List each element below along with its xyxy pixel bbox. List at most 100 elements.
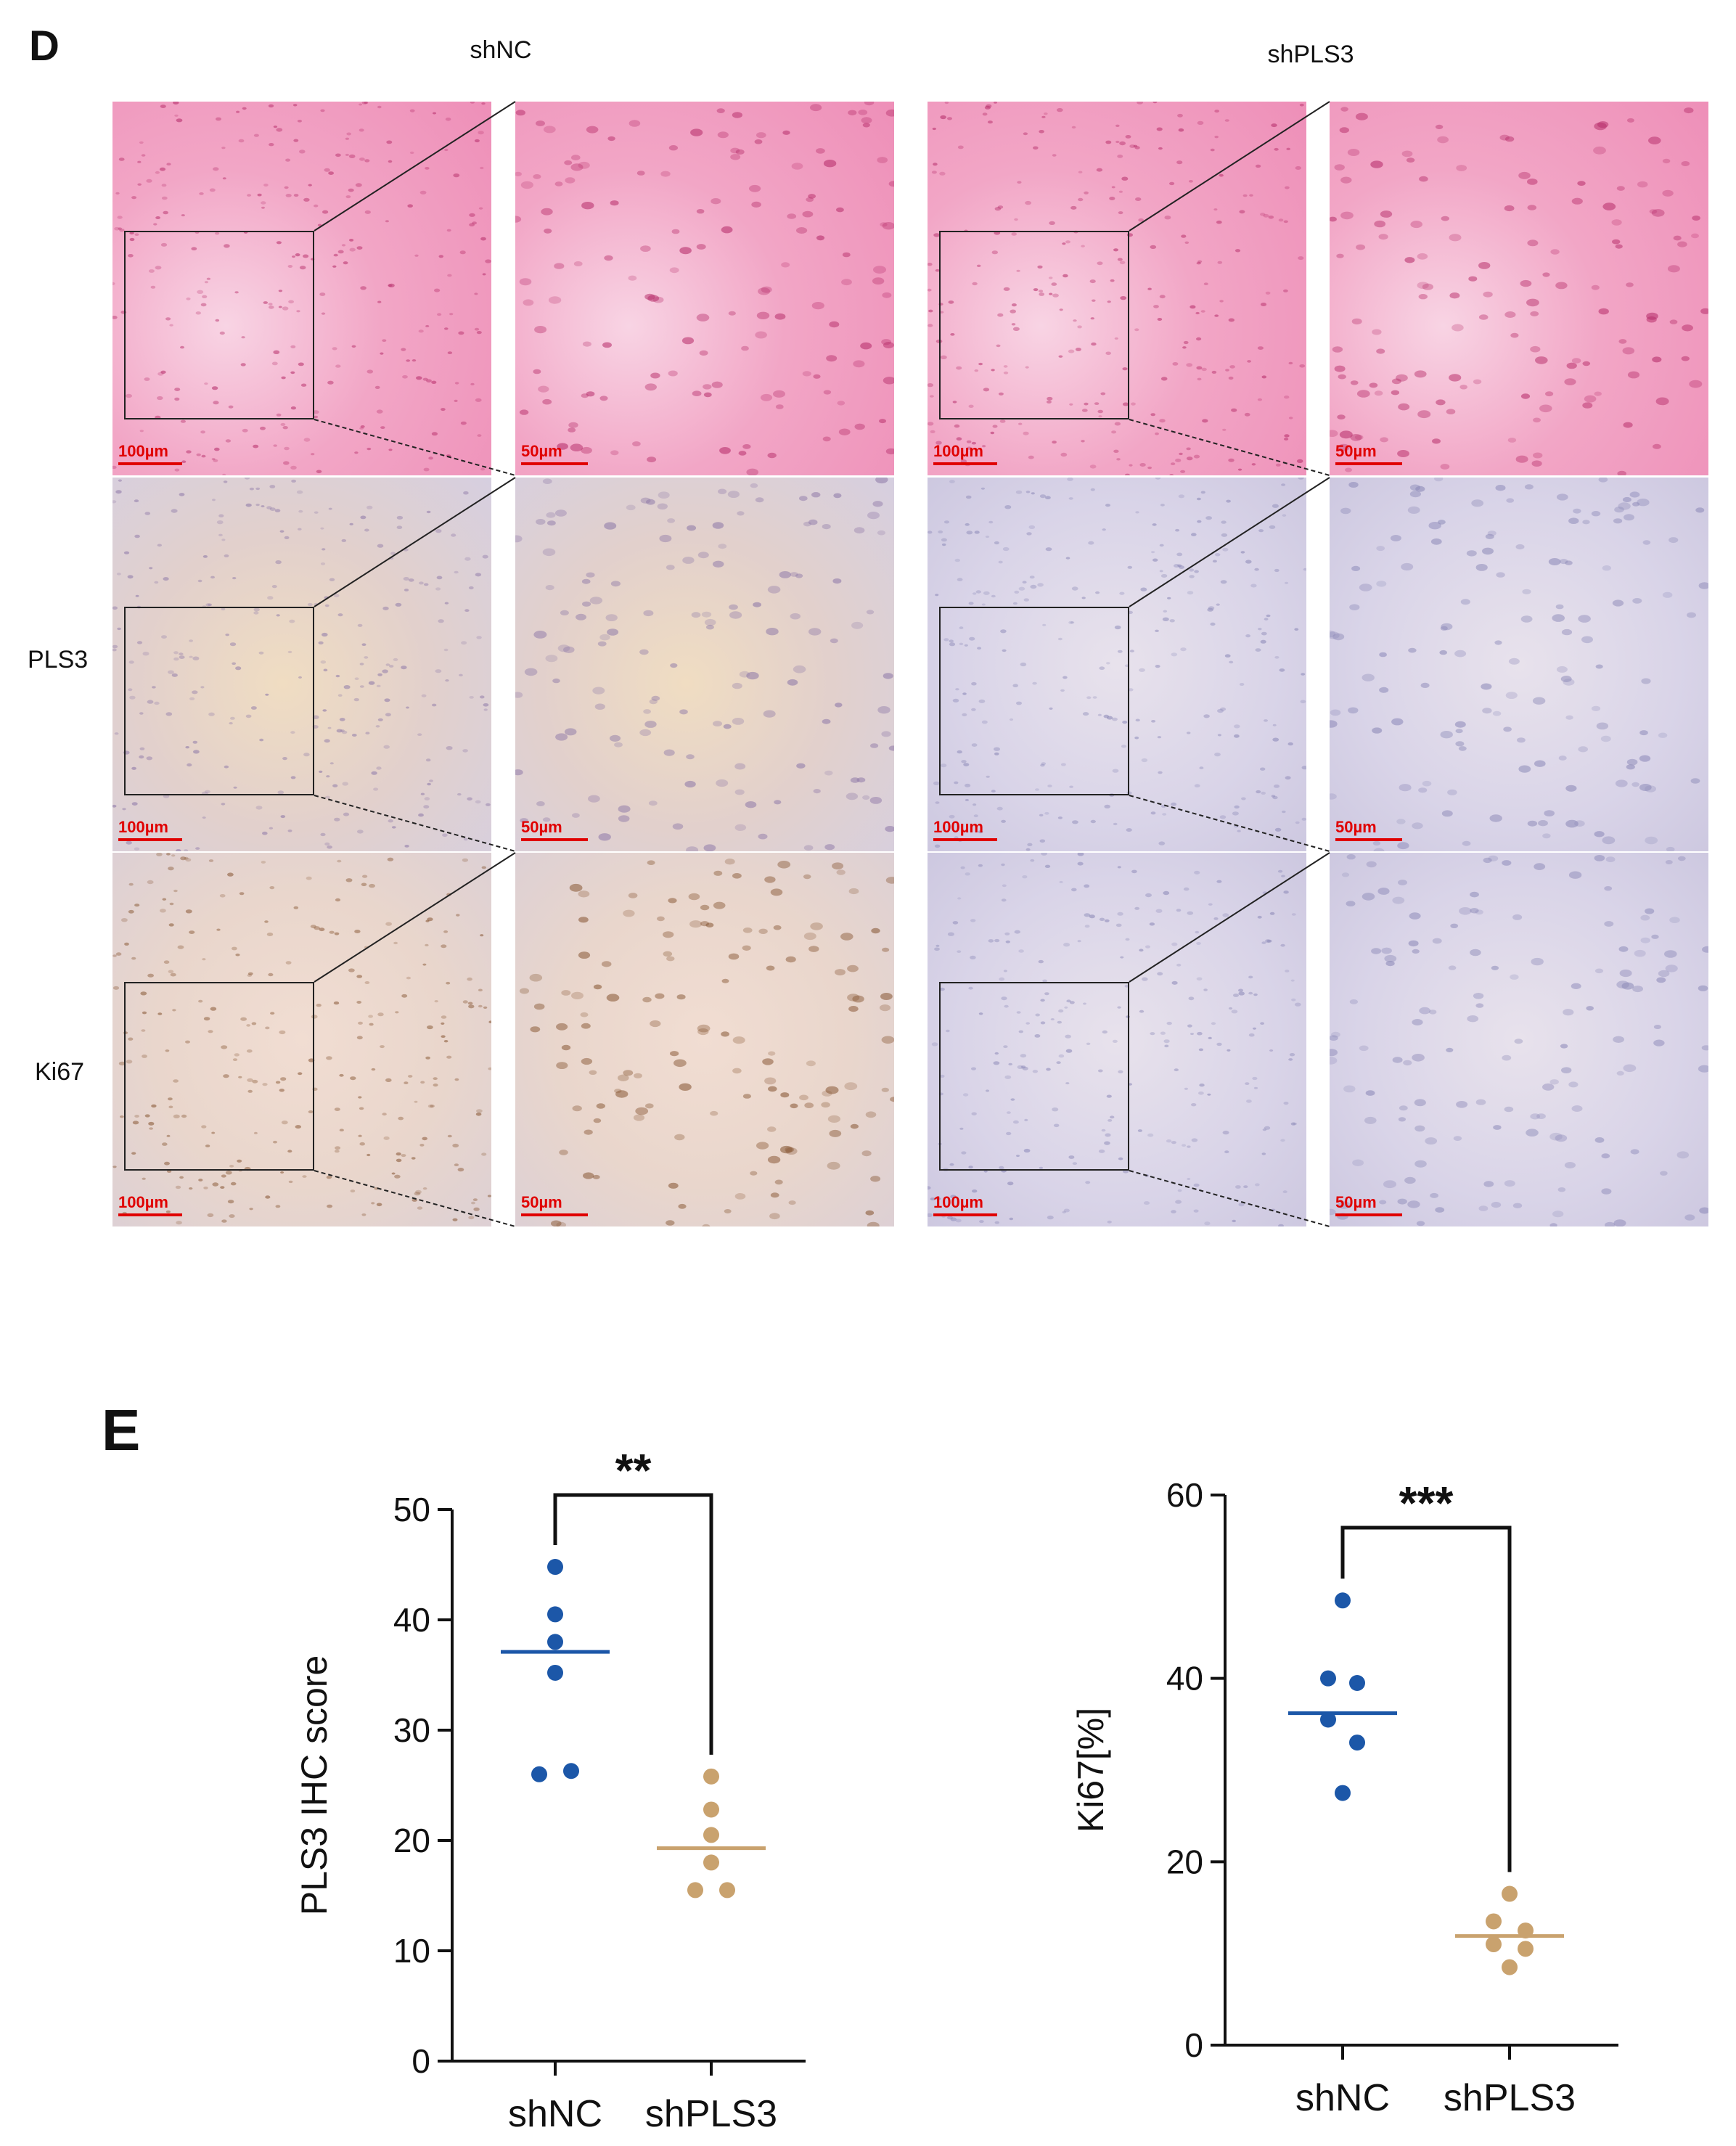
- data-point: [1335, 1785, 1351, 1801]
- ki67-percent-chart: 0 20 40 60 shNC shPLS3 Ki67[%] ***: [1070, 1476, 1618, 2119]
- data-point: [1320, 1711, 1336, 1728]
- y-tick-label: 0: [1184, 2026, 1203, 2064]
- data-point: [719, 1882, 735, 1899]
- micrograph-tile: 50µm: [1330, 853, 1708, 1226]
- scale-bar-label: 100µm: [118, 442, 168, 460]
- scale-bar: 50µm: [521, 1193, 588, 1216]
- data-point: [547, 1559, 563, 1576]
- data-point: [1518, 1922, 1534, 1939]
- scale-bar-line: [933, 838, 997, 841]
- y-tick-label: 40: [1166, 1660, 1203, 1697]
- significance-stars: **: [615, 1444, 652, 1496]
- zoom-guide-line: [1129, 477, 1330, 607]
- tissue-texture: [112, 478, 491, 851]
- zoom-guide-line: [314, 795, 516, 852]
- data-point: [1502, 1959, 1518, 1975]
- micrograph-tile: 100µm: [112, 853, 491, 1226]
- y-tick-label: 20: [393, 1822, 430, 1859]
- scale-bar: 50µm: [1335, 442, 1402, 465]
- data-point: [1349, 1735, 1365, 1751]
- scale-bar-label: 100µm: [933, 1193, 983, 1211]
- scale-bar-line: [933, 1213, 997, 1216]
- region-of-interest-box: [939, 982, 1129, 1171]
- x-tick-label: shPLS3: [645, 2093, 777, 2135]
- x-tick-label: shNC: [1295, 2077, 1390, 2119]
- tissue-texture: [515, 102, 894, 475]
- scale-bar-line: [118, 462, 182, 465]
- scale-bar: 50µm: [1335, 1193, 1402, 1216]
- tissue-texture: [515, 478, 894, 851]
- tissue-texture: [928, 478, 1306, 851]
- data-point: [703, 1827, 719, 1843]
- micrograph-tile: 100µm: [928, 853, 1306, 1226]
- panel-letter-e: E: [102, 1398, 141, 1462]
- y-tick-label: 50: [393, 1491, 430, 1528]
- significance-stars: ***: [1399, 1477, 1454, 1529]
- tissue-texture: [1330, 107, 1708, 475]
- zoom-guide-line: [314, 101, 516, 232]
- data-point: [1335, 1592, 1351, 1609]
- micrograph-tile: 100µm: [928, 102, 1306, 475]
- region-of-interest-box: [939, 231, 1129, 419]
- micrograph-tile: 50µm: [515, 853, 894, 1226]
- zoom-guide-line: [1129, 101, 1330, 232]
- region-of-interest-box: [124, 231, 314, 419]
- scale-bar-label: 50µm: [521, 1193, 562, 1211]
- tissue-texture: [1330, 854, 1708, 1226]
- scale-bar-label: 100µm: [933, 818, 983, 836]
- data-point: [547, 1634, 563, 1650]
- data-point: [1502, 1885, 1518, 1902]
- data-point: [1486, 1913, 1502, 1930]
- scale-bar-line: [118, 1213, 182, 1216]
- column-title-shpls3: shPLS3: [1267, 41, 1354, 68]
- data-point: [531, 1766, 547, 1782]
- column-title-shnc: shNC: [470, 36, 532, 64]
- micrograph-tile: 100µm: [928, 478, 1306, 851]
- data-point: [1486, 1936, 1502, 1953]
- tissue-texture: [928, 102, 1306, 475]
- data-point: [703, 1801, 719, 1818]
- scale-bar-line: [521, 1213, 588, 1216]
- micrograph-tile: 50µm: [1330, 478, 1708, 851]
- zoom-guide-line: [314, 419, 516, 476]
- scale-bar-line: [1335, 1213, 1402, 1216]
- significance-bracket: [1340, 1525, 1512, 1872]
- scale-bar-label: 50µm: [521, 818, 562, 836]
- y-tick-label: 60: [1166, 1476, 1203, 1514]
- micrograph-tile: 100µm: [112, 102, 491, 475]
- micrograph-tile: 100µm: [112, 478, 491, 851]
- data-point: [547, 1606, 563, 1623]
- scale-bar: 100µm: [118, 1193, 182, 1216]
- scale-bar: 100µm: [118, 442, 182, 465]
- tissue-texture: [112, 853, 491, 1225]
- data-point: [1349, 1674, 1365, 1691]
- scale-bar: 100µm: [933, 818, 997, 841]
- scale-bar-label: 100µm: [933, 442, 983, 460]
- data-point: [703, 1854, 719, 1871]
- row-label-ki67: Ki67: [35, 1058, 85, 1086]
- scale-bar: 100µm: [933, 1193, 997, 1216]
- y-tick-label: 20: [1166, 1843, 1203, 1880]
- y-tick-label: 0: [412, 2042, 430, 2080]
- region-of-interest-box: [124, 982, 314, 1171]
- micrograph-tile: 50µm: [515, 102, 894, 475]
- scale-bar-label: 50µm: [1335, 1193, 1377, 1211]
- scale-bar-line: [1335, 838, 1402, 841]
- pls3-ihc-score-chart: 0 10 20 30 40 50 shNC shPLS3 PLS3 IHC score **: [294, 1444, 806, 2135]
- zoom-guide-line: [1129, 419, 1330, 476]
- scale-bar-line: [1335, 462, 1402, 465]
- y-tick-label: 10: [393, 1932, 430, 1970]
- region-of-interest-box: [939, 607, 1129, 795]
- scale-bar-label: 100µm: [118, 1193, 168, 1211]
- x-tick-label: shPLS3: [1444, 2077, 1576, 2119]
- scale-bar-line: [521, 462, 588, 465]
- scale-bar: 50µm: [521, 818, 588, 841]
- scale-bar: 50µm: [521, 442, 588, 465]
- x-tick-label: shNC: [508, 2093, 602, 2135]
- zoom-guide-lines: [314, 101, 1330, 1227]
- y-tick-label: 40: [393, 1601, 430, 1639]
- scale-bar: 100µm: [933, 442, 997, 465]
- scale-bar-line: [118, 838, 182, 841]
- significance-bracket: [553, 1493, 713, 1755]
- scale-bar: 50µm: [1335, 818, 1402, 841]
